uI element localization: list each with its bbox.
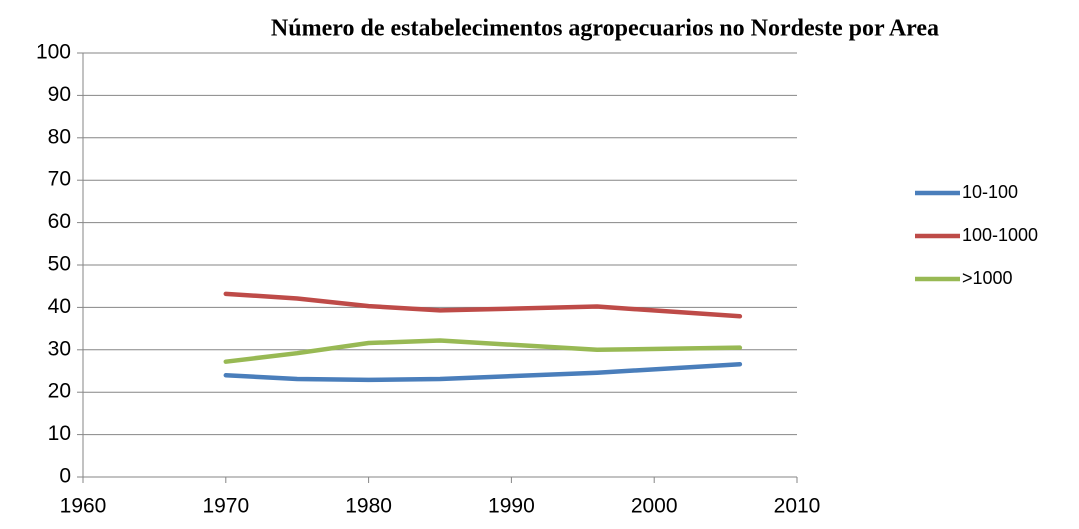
y-tick-label: 0 — [59, 465, 71, 488]
legend-label: >1000 — [962, 268, 1013, 288]
y-tick-label: 40 — [48, 295, 71, 318]
y-tick-label: 30 — [48, 337, 71, 360]
series-line — [223, 291, 743, 319]
x-tick-label: 1970 — [202, 495, 249, 518]
y-tick-label: 70 — [48, 168, 71, 191]
y-tick-label: 80 — [48, 125, 71, 148]
legend-label: 10-100 — [962, 182, 1018, 202]
y-tick-label: 90 — [48, 83, 71, 106]
y-tick-label: 100 — [36, 41, 71, 64]
x-tick-label: 2010 — [774, 495, 821, 518]
series-line — [223, 361, 743, 383]
legend-label: 100-1000 — [962, 225, 1038, 245]
x-tick-label: 1990 — [488, 495, 535, 518]
y-tick-label: 50 — [48, 253, 71, 276]
series-line — [223, 338, 743, 364]
x-tick-label: 1980 — [345, 495, 392, 518]
chart-title: Número de estabelecimentos agropecuarios… — [271, 16, 939, 42]
y-tick-label: 20 — [48, 380, 71, 403]
x-tick-label: 1960 — [60, 495, 107, 518]
y-tick-label: 10 — [48, 422, 71, 445]
x-tick-label: 2000 — [631, 495, 678, 518]
y-tick-label: 60 — [48, 210, 71, 233]
